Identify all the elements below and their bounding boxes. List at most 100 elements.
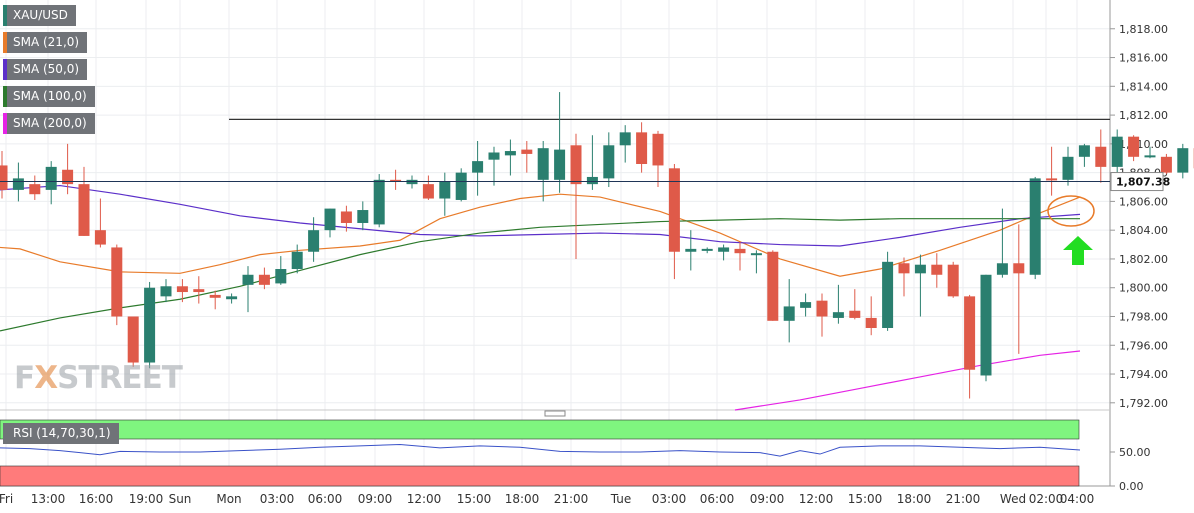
x-tick-label: 06:00 [308, 492, 343, 506]
candle-body [750, 253, 762, 256]
candle-body [439, 181, 451, 199]
candle-body [127, 316, 139, 363]
y-tick-label: 1,796.00 [1119, 339, 1168, 352]
candle-body [619, 132, 631, 146]
last-price-box [1110, 172, 1164, 192]
x-tick-label: 13:00 [31, 492, 66, 506]
candle-body [554, 149, 566, 180]
x-tick-label: 16:00 [79, 492, 114, 506]
sma200-line [734, 350, 1081, 411]
candle-body [767, 251, 779, 321]
y-tick-label: 1,800.00 [1119, 282, 1168, 295]
candle-body [865, 317, 877, 328]
candle-body [1046, 178, 1058, 181]
x-tick-label: 21:00 [554, 492, 589, 506]
candle-body [504, 151, 516, 156]
x-tick-label: 15:00 [457, 492, 492, 506]
candle-body [176, 286, 188, 293]
y-tick-label: 1,816.00 [1119, 52, 1168, 65]
x-tick-label: 03:00 [652, 492, 687, 506]
candle-body [832, 312, 844, 318]
candle-body [1111, 136, 1123, 167]
x-tick-label: 12:00 [799, 492, 834, 506]
legend-rsi: RSI (14,70,30,1) [3, 423, 119, 444]
legend-sma100: SMA (100,0) [3, 86, 95, 107]
candle-body [0, 165, 8, 190]
x-tick-label: 03:00 [260, 492, 295, 506]
y-tick-label: 1,814.00 [1119, 80, 1168, 93]
candle-body [29, 184, 41, 195]
candle-body [718, 247, 730, 252]
x-tick-label: 18:00 [505, 492, 540, 506]
candle-body [209, 294, 221, 298]
x-tick-label: Wed [1000, 492, 1026, 506]
legend-sma21: SMA (21,0) [3, 32, 88, 53]
rsi-tick-label: 0.00 [1119, 480, 1144, 493]
candle-body [816, 300, 828, 317]
candle-body [996, 263, 1008, 275]
fxstreet-logo: FXSTREET [14, 360, 183, 396]
candle-body [488, 152, 500, 160]
candle-body [652, 133, 664, 166]
x-tick-label: Fri [0, 492, 13, 506]
x-tick-label: 12:00 [407, 492, 442, 506]
y-tick-label: 1,806.00 [1119, 195, 1168, 208]
x-tick-label: 09:00 [358, 492, 393, 506]
sma100-line [0, 218, 1080, 332]
candle-body [947, 264, 959, 297]
candle-body [258, 274, 270, 285]
legend-symbol: XAU/USD [3, 5, 76, 26]
candle-body [1078, 145, 1090, 157]
up-arrow-icon [1063, 236, 1093, 265]
candle-body [685, 248, 697, 252]
x-tick-label: 19:00 [129, 492, 164, 506]
candle-body [1177, 148, 1189, 173]
x-tick-label: 06:00 [700, 492, 735, 506]
crossover-highlight [1047, 195, 1095, 227]
y-tick-label: 1,812.00 [1119, 109, 1168, 122]
candle-body [455, 172, 467, 200]
candle-body [734, 248, 746, 254]
y-tick-label: 1,804.00 [1119, 224, 1168, 237]
candle-body [603, 145, 615, 179]
candle-body [914, 264, 926, 274]
y-tick-label: 1,794.00 [1119, 368, 1168, 381]
candle-body [324, 208, 336, 231]
candle-body [12, 178, 24, 190]
candle-body [882, 261, 894, 328]
candle-body [308, 230, 320, 252]
candle-body [275, 269, 287, 284]
candle-body [193, 289, 205, 293]
x-tick-label: 04:00 [1060, 492, 1095, 506]
legend-sma200: SMA (200,0) [3, 113, 95, 134]
y-tick-label: 1,798.00 [1119, 310, 1168, 323]
x-tick-label: Sun [169, 492, 192, 506]
x-tick-label: 18:00 [897, 492, 932, 506]
candle-body [980, 274, 992, 376]
candle-body [472, 161, 484, 173]
candle-body [898, 263, 910, 274]
candle-body [964, 296, 976, 370]
x-tick-label: 21:00 [946, 492, 981, 506]
candle-body [111, 247, 123, 317]
y-tick-label: 1,802.00 [1119, 253, 1168, 266]
x-tick-label: Tue [610, 492, 632, 506]
candle-body [586, 176, 598, 185]
y-tick-label: 1,810.00 [1119, 138, 1168, 151]
candle-body [78, 184, 90, 236]
candle-body [1095, 146, 1107, 167]
sma50-line [0, 184, 1081, 247]
candle-body [1128, 136, 1140, 157]
candle-body [1029, 178, 1041, 275]
candle-body [570, 145, 582, 185]
candle-body [422, 184, 434, 199]
x-tick-label: 02:00 [1029, 492, 1064, 506]
candle-body [62, 169, 74, 185]
main-pane-bg [0, 0, 1110, 410]
candle-body [1062, 156, 1074, 180]
rsi-line [0, 444, 1081, 457]
candle-body [373, 179, 385, 225]
candle-body [226, 296, 238, 300]
candle-body [357, 210, 369, 223]
